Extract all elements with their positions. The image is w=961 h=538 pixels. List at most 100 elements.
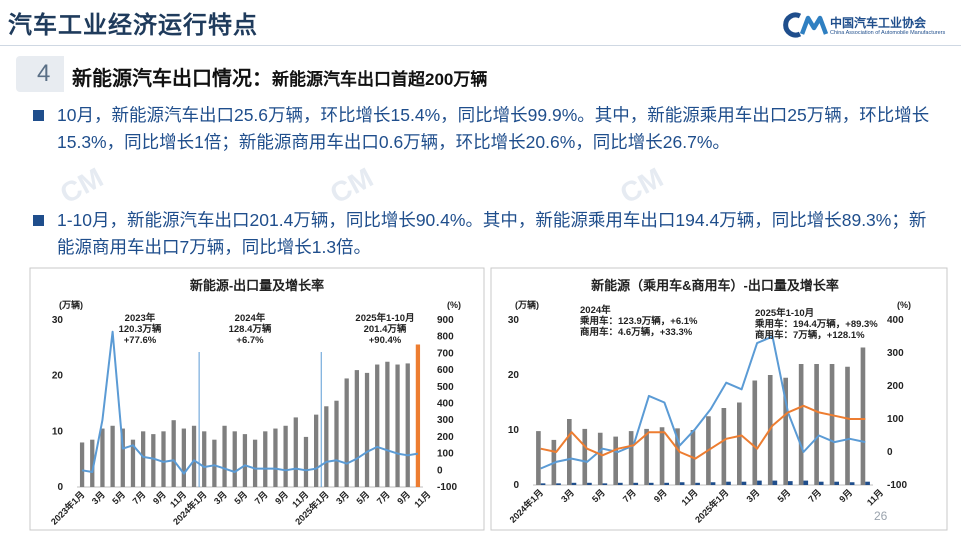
bar-商用车出口量 <box>679 482 685 485</box>
annotation-text: +77.6% <box>124 335 157 346</box>
bar-商用车出口量 <box>664 482 669 485</box>
y-tick-right: 800 <box>437 332 454 343</box>
y-tick-right: 700 <box>437 348 454 359</box>
y-axis-right-label: (%) <box>447 300 461 310</box>
chart-title: 新能源（乘用车&商用车）-出口量及增长率 <box>591 278 839 293</box>
y-tick-left: 10 <box>52 426 64 437</box>
y-tick-right: 300 <box>887 348 904 359</box>
y-tick-right: -100 <box>437 482 457 493</box>
bullet-text: 10月，新能源汽车出口25.6万辆，环比增长15.4%，同比增长99.9%。其中… <box>57 105 930 152</box>
bullet-square-icon <box>33 110 44 121</box>
bar-出口量 <box>283 425 288 487</box>
y-tick-left: 30 <box>508 315 520 326</box>
bar-出口量 <box>181 428 186 487</box>
bar-出口量 <box>263 431 268 487</box>
y-tick-left: 0 <box>513 480 519 491</box>
bar-乘用车出口量 <box>675 428 680 485</box>
bar-出口量 <box>354 370 359 487</box>
bullet-item: 1-10月，新能源汽车出口201.4万辆，同比增长90.4%。其中，新能源乘用车… <box>30 207 940 262</box>
bar-乘用车出口量 <box>536 431 541 485</box>
y-axis-left-label: (万辆) <box>59 299 83 310</box>
annotation-text: 2024年 <box>235 312 266 324</box>
bar-出口量 <box>191 425 197 487</box>
bar-乘用车出口量 <box>798 364 804 485</box>
bar-商用车出口量 <box>540 483 546 485</box>
bar-乘用车出口量 <box>783 377 788 485</box>
bar-乘用车出口量 <box>659 427 665 485</box>
y-tick-right: 100 <box>887 414 904 425</box>
x-tick-label: 3月 <box>745 487 762 504</box>
bar-商用车出口量 <box>602 483 608 485</box>
bar-出口量 <box>141 431 146 487</box>
bar-商用车出口量 <box>772 480 778 485</box>
annotation-text: 2025年1-10月 <box>355 312 414 324</box>
bar-出口量 <box>171 420 176 487</box>
title-divider <box>0 45 961 46</box>
y-tick-right: 900 <box>437 315 454 326</box>
annotation-text: 商用车：7万辆，+128.1% <box>755 329 865 341</box>
bar-商用车出口量 <box>818 481 824 485</box>
bar-商用车出口量 <box>834 481 839 485</box>
x-tick-label: 3月 <box>559 487 576 504</box>
bullet-item: 10月，新能源汽车出口25.6万辆，环比增长15.4%，同比增长99.9%。其中… <box>30 102 940 184</box>
bar-商用车出口量 <box>710 482 716 485</box>
annotation-text: +90.4% <box>369 335 402 346</box>
y-tick-left: 30 <box>52 315 64 326</box>
chart-frame <box>29 267 485 531</box>
bar-出口量 <box>130 439 136 487</box>
y-tick-right: 400 <box>887 315 904 326</box>
section-number-box: 4 <box>16 56 64 92</box>
bar-出口量 <box>385 361 390 487</box>
annotation-text: 201.4万辆 <box>364 323 407 335</box>
bar-商用车出口量 <box>849 482 855 485</box>
annotation-text: 120.3万辆 <box>119 323 162 335</box>
x-tick-label: 11月 <box>680 487 700 507</box>
bar-乘用车出口量 <box>752 380 758 485</box>
page-number: 26 <box>874 509 888 523</box>
page-title: 汽车工业经济运行特点 <box>8 12 258 39</box>
bar-出口量 <box>293 417 298 487</box>
bar-乘用车出口量 <box>597 432 603 485</box>
logo-en-text: China Association of Automobile Manufact… <box>830 30 946 36</box>
y-tick-right: -100 <box>887 480 907 491</box>
x-tick-label: 7月 <box>621 487 638 504</box>
annotation-text: 商用车：4.6万辆，+33.3% <box>580 326 693 338</box>
bar-商用车出口量 <box>695 482 700 485</box>
bar-乘用车出口量 <box>613 436 618 485</box>
bar-乘用车出口量 <box>860 347 866 485</box>
bullet-square-icon <box>33 215 44 226</box>
y-tick-right: 0 <box>887 447 893 458</box>
y-tick-right: 200 <box>887 381 904 392</box>
bar-出口量 <box>303 436 309 487</box>
caam-logo: 中国汽车工业协会 China Association of Automobile… <box>778 12 953 42</box>
annotation-text: 2024年 <box>580 304 611 316</box>
bar-出口量 <box>415 344 421 487</box>
x-tick-label: 9月 <box>837 487 854 504</box>
bar-乘用车出口量 <box>644 428 649 485</box>
y-tick-left: 20 <box>508 370 520 381</box>
bar-出口量 <box>100 428 105 487</box>
bar-出口量 <box>314 414 319 487</box>
y-tick-right: 600 <box>437 365 454 376</box>
y-tick-right: 400 <box>437 399 454 410</box>
y-tick-left: 20 <box>52 371 64 382</box>
bar-商用车出口量 <box>788 481 793 485</box>
y-tick-right: 0 <box>437 465 443 476</box>
section-title: 新能源汽车出口情况：新能源汽车出口首超200万辆 <box>72 62 487 91</box>
bar-出口量 <box>120 428 125 487</box>
bar-出口量 <box>324 406 329 487</box>
annotation-text: 2023年 <box>125 312 156 324</box>
bar-乘用车出口量 <box>582 428 588 485</box>
x-tick-label: 2025年1月 <box>692 487 730 525</box>
bar-出口量 <box>90 439 95 487</box>
x-tick-label: 7月 <box>806 487 823 504</box>
x-tick-label: 5月 <box>590 487 607 504</box>
bar-出口量 <box>79 442 85 487</box>
bar-商用车出口量 <box>633 482 639 485</box>
bar-出口量 <box>151 434 156 487</box>
bar-乘用车出口量 <box>845 366 850 485</box>
bar-出口量 <box>202 431 207 487</box>
y-axis-left-label: (万辆) <box>515 299 539 310</box>
